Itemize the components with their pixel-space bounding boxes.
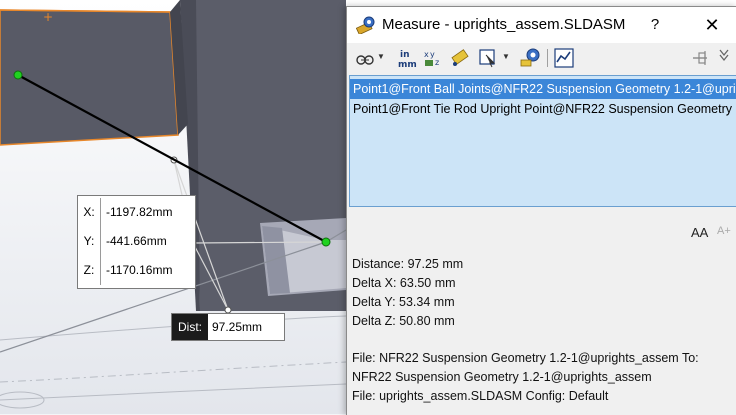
svg-text:z: z bbox=[435, 58, 439, 67]
delta-y-result: Delta Y: 53.34 mm bbox=[352, 295, 455, 309]
decrease-font-icon[interactable]: A+ bbox=[717, 225, 731, 237]
svg-text:in: in bbox=[400, 50, 410, 60]
file-info-line-3: File: uprights_assem.SLDASM Config: Defa… bbox=[352, 389, 609, 403]
dist-value: 97.25mm bbox=[212, 320, 263, 334]
pin-icon[interactable] bbox=[691, 47, 709, 69]
y-row: Y: -441.66mm bbox=[78, 227, 195, 256]
dist-label: Dist: bbox=[172, 314, 208, 340]
increase-font-icon[interactable]: AA bbox=[691, 225, 709, 240]
delta-x-result: Delta X: 63.50 mm bbox=[352, 276, 456, 290]
svg-text:y: y bbox=[430, 50, 435, 59]
arc-options-dropdown-icon[interactable]: ▼ bbox=[377, 52, 385, 61]
help-button[interactable]: ? bbox=[650, 16, 660, 33]
units-precision-icon[interactable]: in mm bbox=[395, 47, 417, 69]
sensor-icon[interactable] bbox=[519, 47, 541, 69]
measure-toolbar: ▼ in mm x y z ▼ bbox=[347, 43, 736, 73]
projection-dropdown-icon[interactable]: ▼ bbox=[502, 52, 510, 61]
dialog-title: Measure - uprights_assem.SLDASM bbox=[382, 16, 626, 33]
file-info-line-1: File: NFR22 Suspension Geometry 1.2-1@up… bbox=[352, 351, 699, 365]
selection-list[interactable]: Point1@Front Ball Joints@NFR22 Suspensio… bbox=[349, 75, 736, 207]
dialog-titlebar[interactable]: Measure - uprights_assem.SLDASM ? ✕ bbox=[347, 7, 736, 43]
ball-joint-point[interactable] bbox=[13, 70, 23, 80]
x-row: X: -1197.82mm bbox=[78, 198, 195, 227]
z-row: Z: -1170.16mm bbox=[78, 256, 195, 285]
x-value: -1197.82mm bbox=[106, 205, 173, 219]
toolbar-separator bbox=[547, 49, 548, 67]
y-label: Y: bbox=[78, 227, 101, 256]
x-label: X: bbox=[78, 198, 101, 227]
collapse-icon[interactable] bbox=[717, 47, 731, 69]
ball-joint-block[interactable] bbox=[0, 9, 179, 146]
xyz-relative-to-icon[interactable]: x y z bbox=[423, 47, 443, 69]
xyz-callout: X: -1197.82mm Y: -441.66mm Z: -1170.16mm bbox=[77, 195, 196, 289]
svg-text:+: + bbox=[43, 10, 53, 24]
selection-item-2[interactable]: Point1@Front Tie Rod Upright Point@NFR22… bbox=[353, 102, 733, 116]
dist-callout: Dist: 97.25mm bbox=[171, 313, 285, 341]
selection-item-1[interactable]: Point1@Front Ball Joints@NFR22 Suspensio… bbox=[350, 79, 736, 99]
arc-center-options-icon[interactable] bbox=[355, 47, 375, 69]
projection-icon[interactable] bbox=[478, 47, 498, 69]
measure-results: Distance: 97.25 mm Delta X: 63.50 mm Del… bbox=[352, 255, 463, 331]
svg-text:x: x bbox=[424, 50, 429, 59]
y-value: -441.66mm bbox=[106, 234, 167, 248]
svg-text:mm: mm bbox=[398, 60, 417, 69]
tie-rod-point[interactable] bbox=[321, 237, 331, 247]
measure-line bbox=[17, 74, 327, 243]
measure-dialog[interactable]: Measure - uprights_assem.SLDASM ? ✕ ▼ in… bbox=[346, 6, 736, 415]
file-info: File: NFR22 Suspension Geometry 1.2-1@up… bbox=[352, 349, 699, 406]
history-icon[interactable] bbox=[553, 47, 575, 69]
measure-icon bbox=[356, 16, 375, 34]
delta-z-result: Delta Z: 50.80 mm bbox=[352, 314, 455, 328]
z-label: Z: bbox=[78, 256, 101, 285]
z-value: -1170.16mm bbox=[106, 263, 173, 277]
distance-result: Distance: 97.25 mm bbox=[352, 257, 464, 271]
point-to-point-icon[interactable] bbox=[450, 47, 470, 69]
close-button[interactable]: ✕ bbox=[704, 15, 720, 35]
file-info-line-2: NFR22 Suspension Geometry 1.2-1@uprights… bbox=[352, 370, 652, 384]
